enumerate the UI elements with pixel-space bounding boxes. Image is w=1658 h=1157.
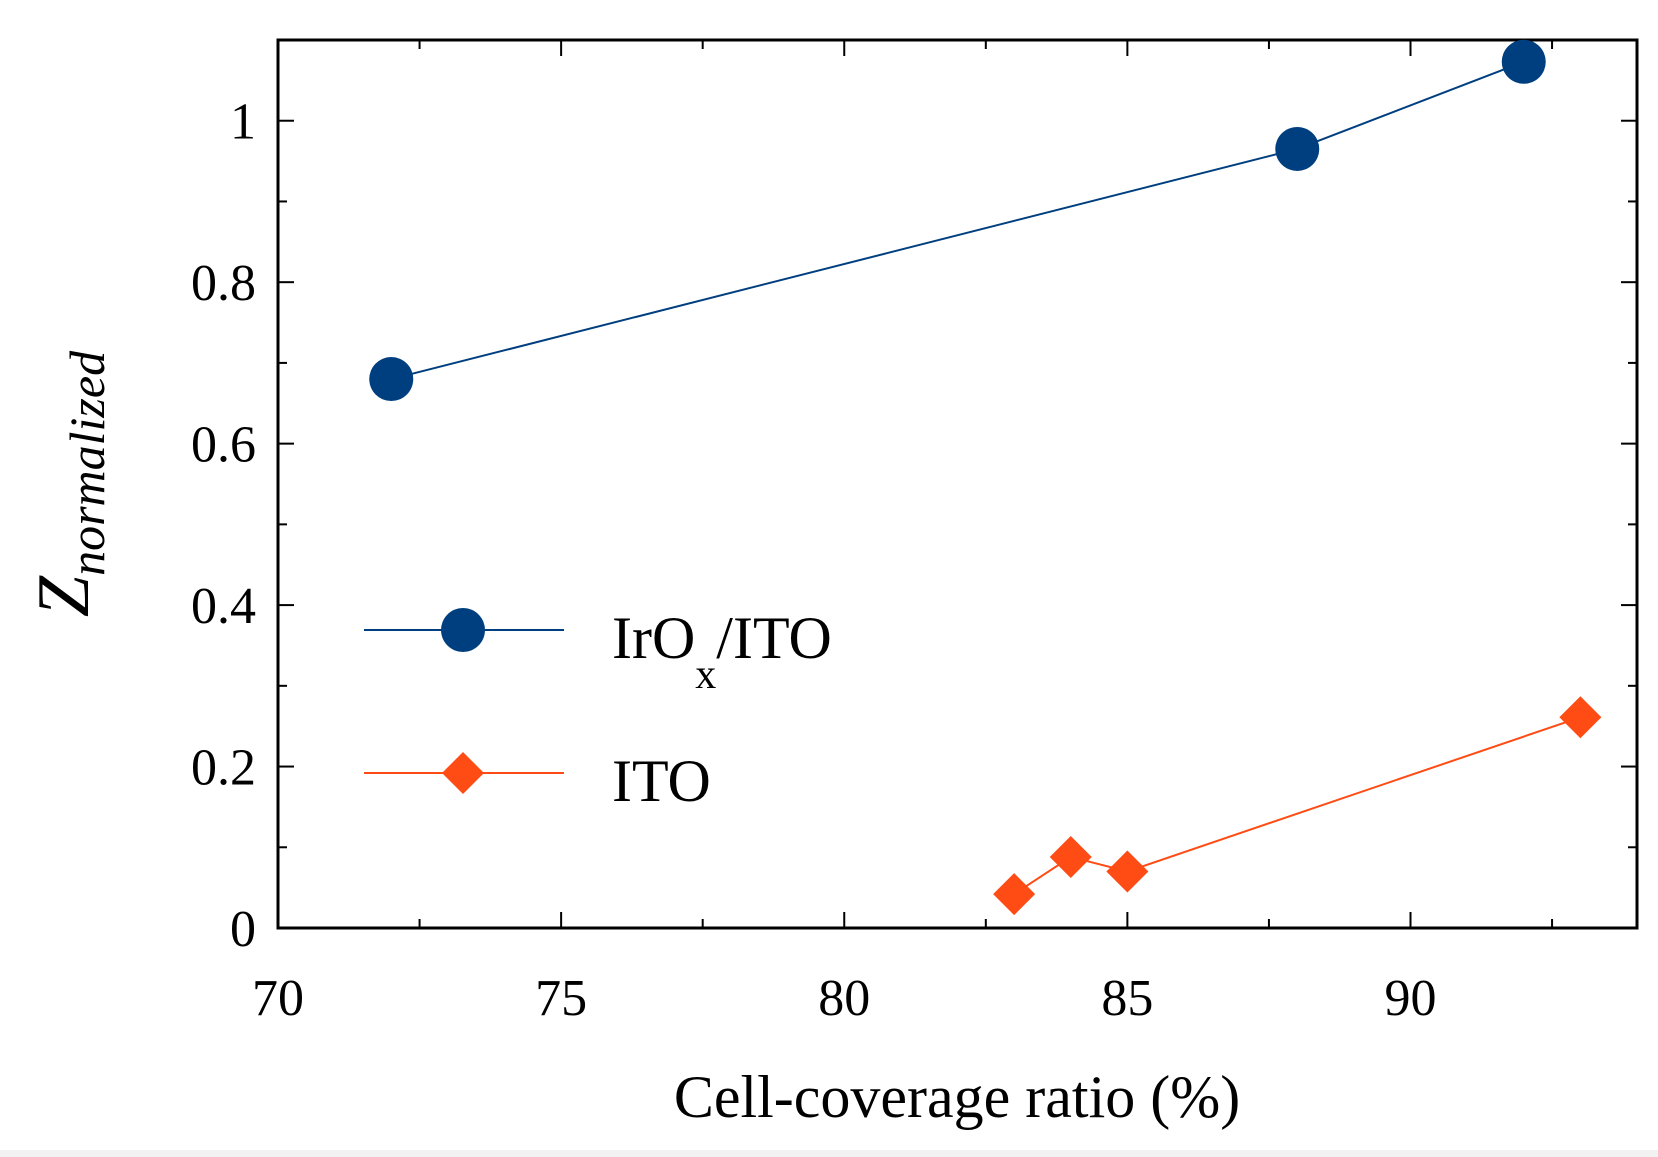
y-tick-label: 0.2: [191, 740, 256, 797]
x-tick-label: 75: [535, 970, 587, 1027]
data-point-iroxito: [369, 357, 413, 401]
x-axis-label: Cell-coverage ratio (%): [674, 1064, 1240, 1130]
axis-tick-labels: 70 75 80 85 90 0 0.2 0.4 0.6 0.8 1: [191, 94, 1437, 1027]
data-point-iroxito: [1502, 40, 1546, 84]
x-tick-label: 80: [818, 970, 870, 1027]
y-axis-label-main: Z: [23, 575, 105, 617]
data-point-ito: [1106, 850, 1148, 892]
data-point-ito: [993, 873, 1035, 915]
x-tick-label: 70: [252, 970, 304, 1027]
y-tick-label: 0.4: [191, 578, 256, 635]
data-point-iroxito: [1275, 127, 1319, 171]
series-line-ito: [1014, 717, 1580, 894]
legend-label-iroxito-sub: x: [695, 652, 716, 698]
data-point-ito: [1559, 696, 1601, 738]
legend-label-iroxito: IrOx/ITO: [612, 605, 832, 698]
legend-label-iroxito-main: IrO: [612, 605, 695, 671]
legend-label-iroxito-rest: /ITO: [716, 605, 832, 671]
bottom-band: [0, 1150, 1658, 1157]
x-tick-label: 90: [1385, 970, 1437, 1027]
series-layer: [369, 40, 1601, 915]
axis-ticks: [278, 40, 1637, 928]
legend: IrOx/ITO ITO: [364, 605, 832, 814]
x-tick-label: 85: [1101, 970, 1153, 1027]
legend-marker-ito: [442, 752, 484, 794]
legend-label-ito: ITO: [612, 748, 711, 814]
y-axis-label: Znormalized: [23, 350, 115, 617]
chart: 70 75 80 85 90 0 0.2 0.4 0.6 0.8 1 Cell-coverage r…: [0, 0, 1658, 1157]
y-tick-label: 0: [230, 901, 256, 958]
legend-marker-iroxito: [441, 608, 485, 652]
y-tick-label: 1: [230, 94, 256, 151]
y-tick-label: 0.8: [191, 255, 256, 312]
y-axis-label-subscript: normalized: [59, 350, 115, 576]
y-tick-label: 0.6: [191, 417, 256, 474]
plot-frame: [278, 40, 1637, 928]
series-line-iroxito: [391, 62, 1524, 379]
data-point-ito: [1050, 836, 1092, 878]
